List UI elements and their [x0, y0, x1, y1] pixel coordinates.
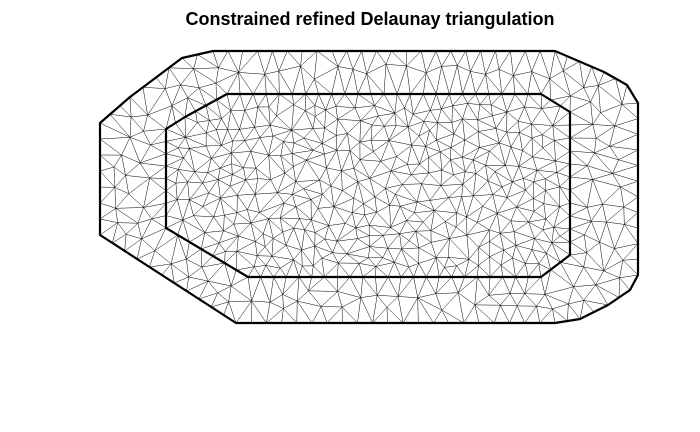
inner-boundary: [164, 92, 572, 279]
outer-boundary: [98, 49, 640, 325]
mesh-edge-lines: [99, 50, 639, 324]
mesh-edges: [99, 50, 639, 324]
plot-title: Constrained refined Delaunay triangulati…: [185, 9, 555, 29]
